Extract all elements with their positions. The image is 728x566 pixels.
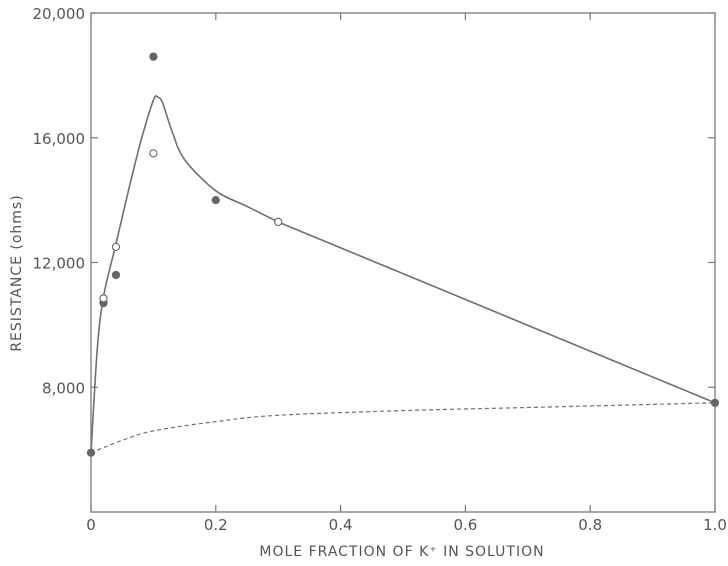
x-tick-label: 0.8 [578, 516, 602, 534]
filled-data-point [111, 270, 121, 280]
x-tick-label: 0.4 [329, 516, 353, 534]
x-tick-label: 0.6 [453, 516, 477, 534]
filled-data-point [710, 398, 720, 407]
open-data-point [149, 149, 158, 158]
dashed-fit-curve [90, 402, 716, 454]
open-data-point [274, 217, 283, 227]
series-lines [90, 95, 716, 454]
open-data-point [99, 294, 108, 303]
x-axis-ticks: 0 0.2 0.4 0.6 0.8 1.0 [86, 13, 727, 534]
series-markers [86, 52, 720, 457]
x-tick-label: 1.0 [703, 516, 727, 534]
open-data-point [111, 242, 121, 252]
y-axis-title: RESISTANCE (ohms) [9, 194, 25, 351]
filled-data-point [149, 52, 158, 61]
filled-data-point [211, 195, 220, 205]
x-axis-title: MOLE FRACTION OF K⁺ IN SOLUTION [259, 544, 544, 560]
solid-fit-curve [90, 95, 716, 453]
plot-border [90, 12, 716, 513]
plot-frame [90, 12, 716, 513]
y-tick-label: 8,000 [42, 379, 85, 397]
x-tick-label: 0 [86, 516, 96, 534]
filled-data-point [86, 448, 96, 457]
x-tick-label: 0.2 [204, 516, 228, 534]
y-axis-ticks: 8,000 12,000 16,000 20,000 [33, 5, 715, 397]
y-tick-label: 20,000 [33, 5, 86, 23]
y-tick-label: 16,000 [33, 130, 86, 148]
y-tick-label: 12,000 [33, 255, 86, 273]
